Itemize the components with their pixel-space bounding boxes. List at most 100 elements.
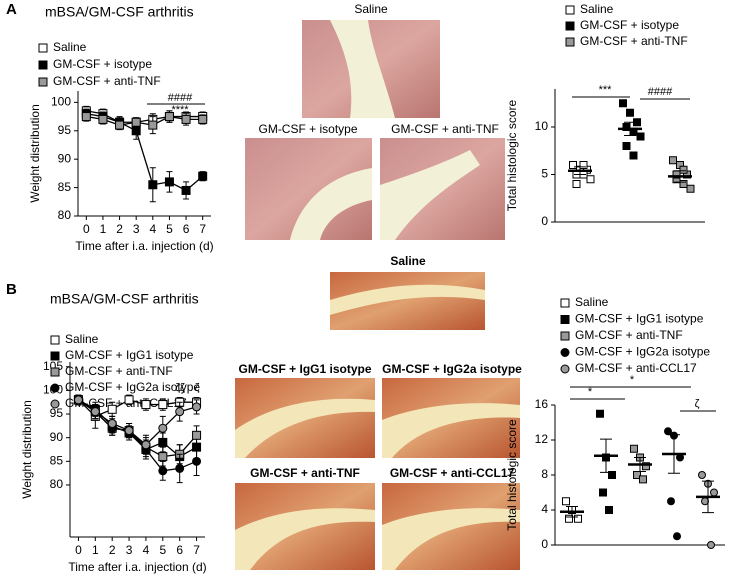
legend-label: GM-CSF + IgG1 isotype [575,312,704,326]
data-point [73,395,83,405]
error-bar [668,434,680,474]
data-point [192,402,202,412]
data-point [565,37,575,47]
histology-image [382,378,520,458]
data-point [667,497,675,506]
x-tick-label: 0 [83,222,90,236]
data-point [636,132,645,141]
y-tick-label: 100 [51,95,71,109]
data-point [192,456,202,466]
data-point [560,298,570,308]
data-point [664,427,672,436]
histology-image [380,138,505,240]
data-point [574,514,582,523]
data-point [608,471,616,479]
data-point [679,165,688,174]
data-point [38,60,48,70]
data-point [158,400,168,410]
x-tick-label: 0 [75,543,82,557]
data-point [50,399,60,409]
error-bar [702,480,714,514]
y-tick-label: 80 [58,208,72,222]
image-caption: GM-CSF + IgG2a isotype [382,362,522,376]
data-point [107,404,117,414]
data-point [141,400,151,410]
legend-label: GM-CSF + anti-CCL17 [575,361,697,375]
y-axis-title: Weight distribution [20,400,34,499]
x-tick-label: 1 [100,222,107,236]
data-point [198,114,208,124]
data-point [560,331,570,341]
data-point [198,171,208,181]
data-point [679,180,688,188]
annotation: *** [599,84,613,96]
image-caption: GM-CSF + isotype [258,122,357,136]
image-caption: GM-CSF + anti-TNF [391,122,499,136]
panel-label: B [6,281,17,298]
data-point [158,466,168,476]
x-tick-label: 2 [116,222,123,236]
annotation: * [588,386,593,398]
data-point [619,99,627,108]
annotation: ζ [695,398,700,410]
x-tick-label: 1 [92,543,99,557]
data-point [701,497,709,506]
data-point [124,395,134,405]
x-tick-label: 7 [199,222,206,236]
data-point [639,475,647,484]
data-point [579,161,588,169]
data-point [175,407,185,417]
panel-label: A [6,1,17,18]
data-point [710,488,718,497]
data-point [124,426,134,436]
data-point [599,488,607,497]
data-point [158,452,168,462]
x-tick-label: 3 [133,222,140,236]
legend-label: GM-CSF + anti-TNF [53,74,161,88]
y-axis-title: Total histologic score [505,99,519,211]
data-point [164,177,174,187]
chart-title: mBSA/GM-CSF arthritis [45,4,194,20]
x-tick-label: 2 [109,543,116,557]
data-point [669,156,677,165]
data-point [626,108,634,117]
error-bar [674,170,686,183]
histology-image [382,483,520,570]
data-point [81,112,91,122]
data-point [148,120,158,130]
histology-image [330,272,485,330]
data-point [586,175,595,184]
data-point [50,367,60,377]
x-tick-label: 5 [166,222,173,236]
histology-image [245,138,372,240]
annotation: #### [648,86,673,98]
data-point [175,463,185,473]
image-caption: Saline [354,2,388,16]
data-point [141,440,151,450]
data-point [50,335,60,345]
image-caption: Saline [390,254,426,268]
data-point [181,114,191,124]
data-point [707,541,715,549]
y-tick-label: 16 [535,397,549,411]
error-bar [634,457,646,472]
y-tick-label: 12 [535,432,549,446]
x-tick-label: 6 [176,543,183,557]
data-point [560,315,570,324]
legend-label: GM-CSF + anti-TNF [580,34,688,48]
y-tick-label: 5 [541,167,548,181]
legend-label: GM-CSF + IgG2a isotype [575,345,710,359]
legend-label: GM-CSF + IgG2a isotype [65,380,200,394]
legend-label: Saline [575,295,609,309]
error-bar [574,166,586,175]
histology-image [302,20,440,118]
data-point [90,407,100,417]
data-point [562,497,570,506]
y-tick-label: 4 [541,502,548,516]
y-axis-title: Total histologic score [505,419,519,531]
data-point [131,126,141,136]
x-axis-title: Time after i.a. injection (d) [68,560,206,574]
y-tick-label: 0 [541,537,548,551]
x-tick-label: 5 [159,543,166,557]
x-tick-label: 4 [143,543,150,557]
